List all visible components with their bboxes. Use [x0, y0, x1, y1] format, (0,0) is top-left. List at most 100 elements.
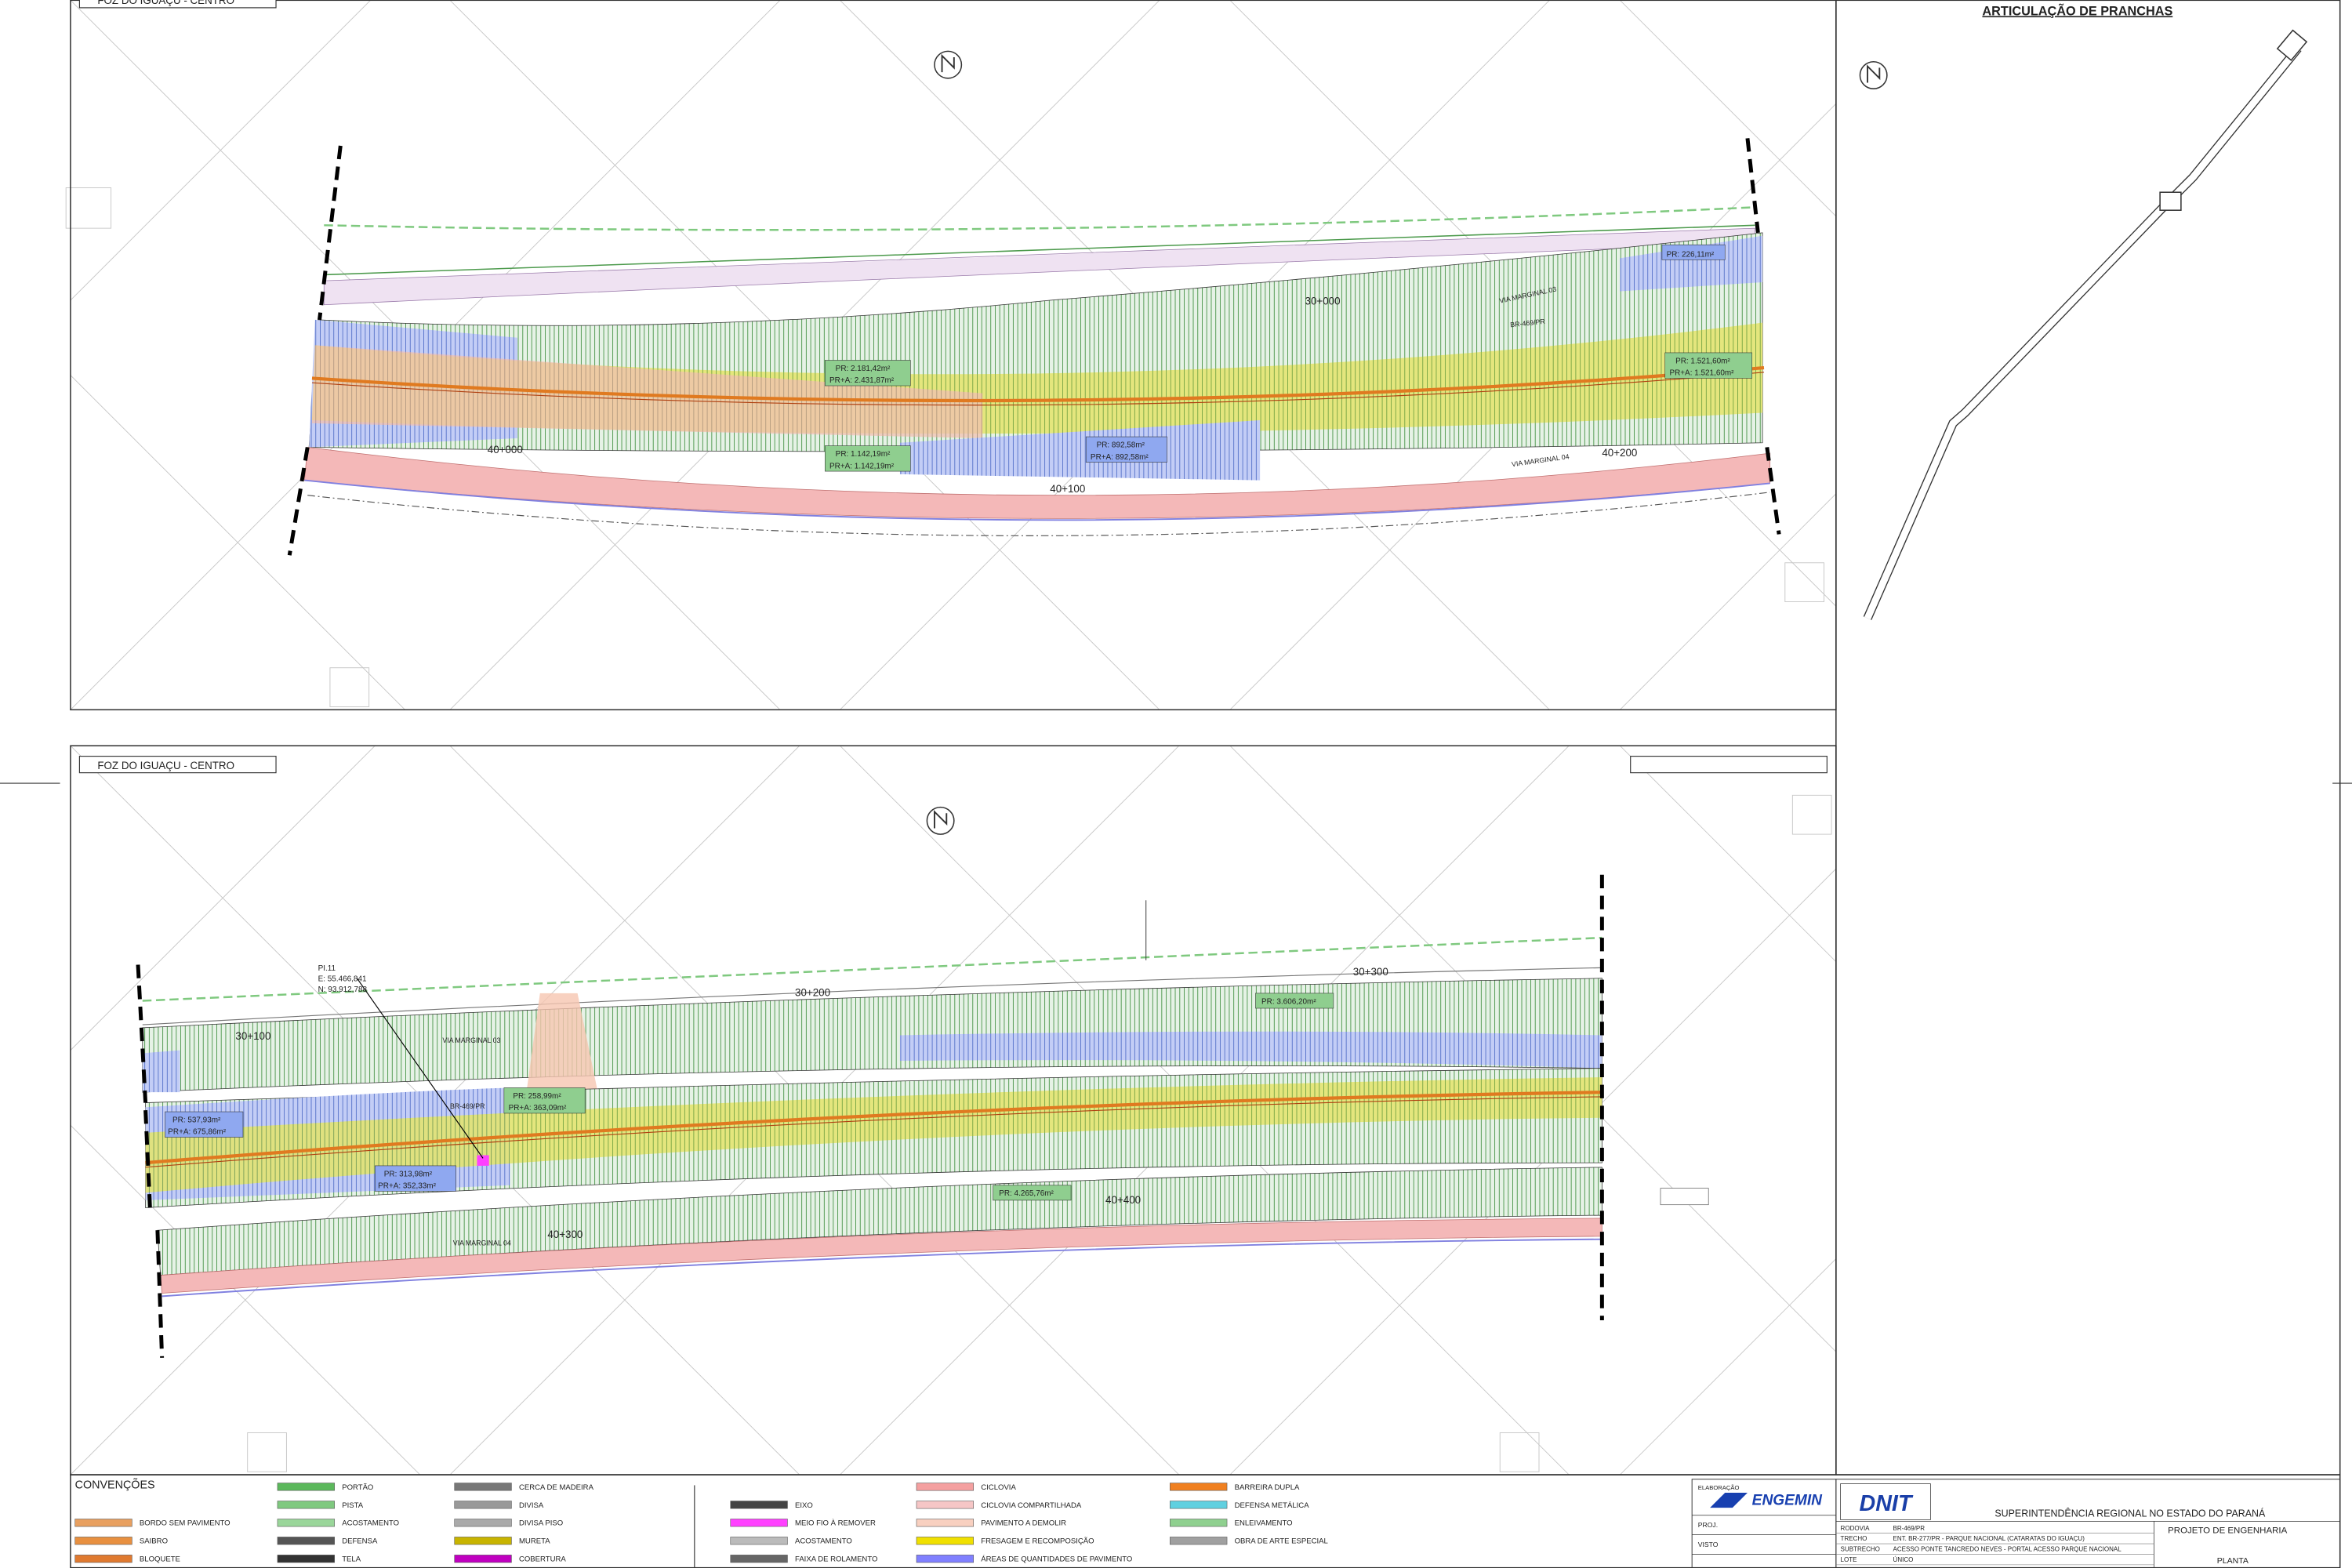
- legend-label: TELA: [342, 1555, 361, 1564]
- station-label: 40+300: [547, 1229, 583, 1240]
- area-label: PR: 2.181,42m²: [836, 365, 891, 373]
- role: VISTO: [1698, 1541, 1719, 1548]
- area-label: PR: 226,11m²: [1667, 250, 1715, 259]
- legend-label: SAIBRO: [140, 1537, 168, 1546]
- panel-title: ARTICULAÇÃO DE PRANCHAS: [1982, 2, 2172, 18]
- area-label: PR: 1.521,60m²: [1675, 357, 1730, 365]
- legend-label: DIVISA: [519, 1501, 544, 1510]
- road-label: VIA MARGINAL 04: [453, 1239, 511, 1247]
- legend-label: ACOSTAMENTO: [795, 1537, 852, 1546]
- pi-label: E: 55.466,841: [318, 975, 367, 984]
- legend-label: MEIO FIO À REMOVER: [795, 1519, 876, 1528]
- field-value: ÚNICO: [1893, 1556, 1914, 1563]
- legend-swatch: [916, 1555, 974, 1563]
- legend-label: PORTÃO: [342, 1483, 373, 1492]
- area-label: PR+A: 2.431,87m²: [829, 376, 895, 385]
- legend-swatch: [277, 1555, 335, 1563]
- legend-swatch: [454, 1483, 512, 1491]
- legend-swatch: [277, 1519, 335, 1527]
- legend-label: CERCA DE MADEIRA: [519, 1483, 594, 1492]
- legend-label: EIXO: [795, 1501, 813, 1510]
- superintendence: SUPERINTENDÊNCIA REGIONAL NO ESTADO DO P…: [1994, 1508, 2266, 1519]
- legend-swatch: [74, 1555, 132, 1563]
- legend-label: DEFENSA: [342, 1537, 378, 1546]
- area-label: PR+A: 1.521,60m²: [1669, 369, 1734, 378]
- area-label: PR: 537,93m²: [172, 1116, 221, 1124]
- field-value: ACESSO PONTE TANCREDO NEVES - PORTAL ACE…: [1893, 1546, 2122, 1553]
- area-label: PR: 258,99m²: [513, 1092, 561, 1101]
- legend-label: FRESAGEM E RECOMPOSIÇÃO: [981, 1537, 1094, 1546]
- station-label: 30+100: [235, 1030, 270, 1042]
- area-label: PR+A: 892,58m²: [1091, 453, 1149, 462]
- area-label: PR+A: 352,33m²: [378, 1182, 436, 1191]
- legend-swatch: [730, 1555, 788, 1563]
- area-label: PR: 1.142,19m²: [836, 450, 891, 459]
- station-label: 30+300: [1353, 966, 1388, 978]
- area-label: PR: 3.606,20m²: [1261, 997, 1316, 1006]
- station-label: 40+200: [1602, 447, 1637, 459]
- legend-label: DEFENSA METÁLICA: [1235, 1501, 1310, 1510]
- legend-label: ENLEIVAMENTO: [1235, 1519, 1293, 1528]
- legend-swatch: [1170, 1519, 1228, 1527]
- legend-label: OBRA DE ARTE ESPECIAL: [1235, 1537, 1328, 1546]
- sheet-type: PLANTA: [2217, 1556, 2249, 1566]
- legend-swatch: [916, 1519, 974, 1527]
- project: PROJETO DE ENGENHARIA: [2168, 1526, 2287, 1536]
- legend-swatch: [1170, 1537, 1228, 1545]
- pi-label: PI.11: [318, 964, 336, 973]
- area-label: PR+A: 675,86m²: [168, 1128, 226, 1137]
- legend-label: CICLOVIA COMPARTILHADA: [981, 1501, 1082, 1510]
- legend-label: DIVISA PISO: [519, 1519, 563, 1528]
- area-label: PR: 892,58m²: [1097, 441, 1145, 449]
- tb-label: ELABORAÇÃO: [1698, 1484, 1740, 1491]
- area-label: PR+A: 1.142,19m²: [829, 462, 895, 470]
- field-key: TRECHO: [1841, 1535, 1867, 1542]
- legend-title: CONVENÇÕES: [75, 1478, 155, 1491]
- legend-swatch: [277, 1501, 335, 1509]
- legend: CONVENÇÕES BORDO SEM PAVIMENTO SAIBRO BLOQ…: [74, 1478, 1328, 1568]
- direction-label: FOZ DO IGUAÇU - CENTRO: [97, 760, 234, 771]
- legend-swatch: [74, 1537, 132, 1545]
- area-label: PR: 4.265,76m²: [999, 1189, 1054, 1198]
- legend-label: BARREIRA DUPLA: [1235, 1483, 1300, 1492]
- legend-swatch: [730, 1501, 788, 1509]
- area-label: PR+A: 363,09m²: [509, 1104, 567, 1112]
- legend-label: BLOQUETE: [140, 1555, 180, 1564]
- road-label: BR-469/PR: [1510, 318, 1545, 329]
- legend-swatch: [730, 1519, 788, 1527]
- agency: DNIT: [1860, 1491, 1914, 1516]
- road-label: BR-469/PR: [450, 1102, 485, 1110]
- title-block: ELABORAÇÃO ENGEMIN PROJ. VISTO DNIT SUPE…: [1691, 1479, 2341, 1568]
- top-plan: FOZ DO IGUAÇU - CENTRO PR: 226,11m² PR: …: [78, 0, 1781, 556]
- legend-label: PISTA: [342, 1501, 364, 1510]
- legend-swatch: [454, 1519, 512, 1527]
- station-label: 30+200: [795, 987, 830, 999]
- bottom-plan: FOZ DO IGUAÇU - CENTRO PI.11 E: 55.466,8…: [78, 756, 1828, 1358]
- field-key: RODOVIA: [1841, 1525, 1871, 1532]
- station-label: 40+000: [488, 444, 523, 456]
- north-arrow: [934, 50, 963, 79]
- station-label: 30+000: [1305, 296, 1341, 307]
- field-key: LOTE: [1841, 1556, 1857, 1563]
- legend-swatch: [916, 1483, 974, 1491]
- direction-label: FOZ DO IGUAÇU - CENTRO: [97, 0, 234, 6]
- station-label: 40+400: [1105, 1194, 1141, 1206]
- legend-swatch: [916, 1537, 974, 1545]
- north-arrow: [926, 806, 955, 835]
- legend-swatch: [916, 1501, 974, 1509]
- legend-swatch: [1170, 1501, 1228, 1509]
- legend-label: BORDO SEM PAVIMENTO: [140, 1519, 230, 1528]
- road-label: VIA MARGINAL 03: [442, 1036, 500, 1044]
- legend-swatch: [74, 1519, 132, 1527]
- articulation-panel: ARTICULAÇÃO DE PRANCHAS: [1859, 2, 2308, 620]
- pi-label: N: 93.912,788: [318, 985, 368, 994]
- area-label: PR: 313,98m²: [384, 1170, 433, 1178]
- legend-label: CICLOVIA: [981, 1483, 1016, 1492]
- legend-swatch: [454, 1501, 512, 1509]
- legend-label: ÁREAS DE QUANTIDADES DE PAVIMENTO: [981, 1555, 1132, 1564]
- role: PROJ.: [1698, 1521, 1718, 1529]
- legend-swatch: [454, 1555, 512, 1563]
